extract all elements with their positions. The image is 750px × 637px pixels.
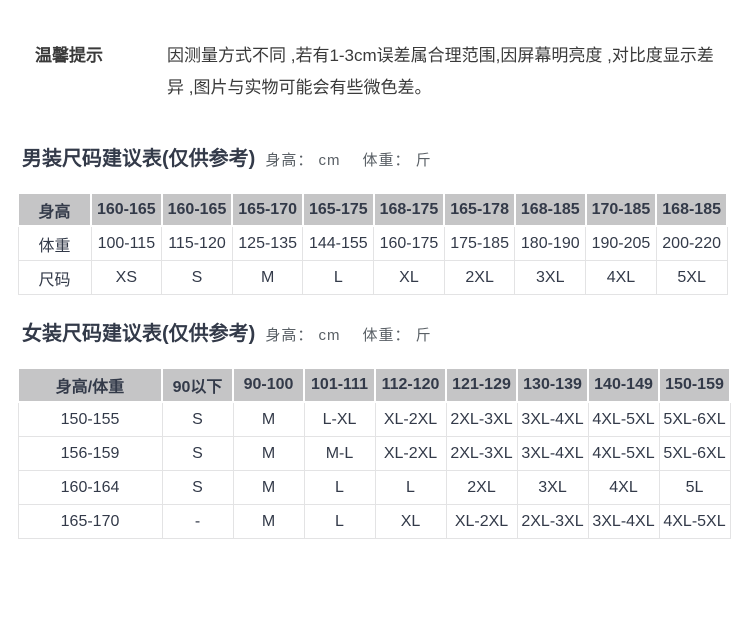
men-size-units: 身高： cm 体重： 斤 [265,152,431,169]
size-value-cell: 3XL [516,470,589,505]
column-header-cell: 168-185 [655,192,728,227]
header-label-cell: 身高/体重 [17,367,163,403]
size-value-cell: XL-2XL [374,401,447,437]
size-value-cell: S [161,260,233,295]
men-size-title: 男装尺码建议表(仅供参考) 身高： cm 体重： 斤 [22,144,750,176]
size-value-cell: 4XL [585,260,657,295]
size-value-cell: S [161,436,234,471]
notice-text: 因测量方式不同 ,若有1-3cm误差属合理范围,因屏幕明亮度 ,对比度显示差异 … [167,46,714,97]
size-value-cell: L [374,470,447,505]
table-row: 160-164 S M L L 2XL 3XL 4XL 5L [17,470,731,505]
row-label-cell: 160-164 [17,470,163,505]
table-row: 150-155 S M L-XL XL-2XL 2XL-3XL 3XL-4XL 4XL-5XL… [17,401,731,437]
size-value-cell: M [232,401,305,437]
column-header-cell: 160-165 [90,192,163,227]
header-label-cell: 身高 [17,192,92,227]
row-label-cell: 165-170 [17,504,163,539]
men-size-table: 身高 160-165 160-165 165-170 165-175 168-175 165… [17,192,728,295]
size-value-cell: 2XL-3XL [516,504,589,539]
women-size-units: 身高： cm 体重： 斤 [265,327,431,344]
size-value-cell: XL [374,504,447,539]
row-label-cell: 体重 [17,225,92,261]
size-value-cell: 125-135 [231,225,304,261]
column-header-cell: 140-149 [587,367,660,403]
size-value-cell: M-L [303,436,376,471]
column-header-cell: 150-159 [658,367,731,403]
table-row: 165-170- M L XL XL-2XL 2XL-3XL 3XL-4XL 4XL-5XL [17,504,731,539]
size-value-cell: XL [373,260,445,295]
column-header-cell: 101-111 [303,367,376,403]
size-value-cell: 4XL-5XL [658,504,731,539]
column-header-cell: 168-185 [513,192,587,227]
notice-section: 温馨提示 因测量方式不同 ,若有1-3cm误差属合理范围,因屏幕明亮度 ,对比度… [35,40,720,104]
size-value-cell: 4XL-5XL [587,401,660,437]
size-value-cell: 3XL-4XL [516,436,589,471]
column-header-cell: 168-175 [372,192,446,227]
size-value-cell: 4XL-5XL [587,436,660,471]
size-value-cell: 115-120 [161,225,233,261]
column-header-cell: 112-120 [374,367,447,403]
column-header-cell: 121-129 [445,367,518,403]
table-row: 156-159 S M M-L XL-2XL 2XL-3XL 3XL-4XL 4XL-5XL 5… [17,436,731,471]
size-value-cell: 5XL-6XL [658,436,731,471]
size-value-cell: 3XL [514,260,587,295]
height-unit-label: 身高： cm [265,152,341,169]
men-size-title-text: 男装尺码建议表(仅供参考) [22,148,256,170]
notice-label: 温馨提示 [35,46,103,65]
women-size-title: 女装尺码建议表(仅供参考) 身高： cm 体重： 斤 [22,319,750,351]
column-header-cell: 165-175 [301,192,375,227]
column-header-cell: 165-170 [231,192,304,227]
column-header-cell: 90以下 [161,367,234,403]
size-value-cell: 2XL [445,470,518,505]
size-value-cell: M [232,436,305,471]
size-value-cell: 200-220 [655,225,728,261]
column-header-cell: 90-100 [232,367,305,403]
size-value-cell: 4XL [587,470,660,505]
size-value-cell: 3XL-4XL [587,504,660,539]
size-value-cell: M [231,260,304,295]
size-value-cell: 5XL-6XL [658,401,731,437]
size-value-cell: 160-175 [373,225,445,261]
size-value-cell: S [161,470,234,505]
table-row: 尺码 XS S M L XL 2XL 3XL 4XL 5XL [17,260,728,295]
weight-unit-label: 体重： 斤 [362,327,432,344]
size-value-cell: L [303,504,376,539]
size-value-cell: 190-205 [585,225,657,261]
height-unit-label: 身高： cm [265,327,341,344]
women-size-title-text: 女装尺码建议表(仅供参考) [22,323,256,345]
row-label-cell: 150-155 [17,401,163,437]
table-header-row: 身高 160-165 160-165 165-170 165-175 168-175 165… [17,192,728,227]
size-value-cell: 2XL [443,260,516,295]
weight-unit-label: 体重： 斤 [362,152,432,169]
size-value-cell: 180-190 [514,225,587,261]
size-value-cell: 2XL-3XL [445,401,518,437]
size-value-cell: 144-155 [302,225,375,261]
size-value-cell: M [232,470,305,505]
size-value-cell: M [232,504,305,539]
size-value-cell: - [161,504,234,539]
size-value-cell: S [161,401,234,437]
row-label-cell: 尺码 [17,260,92,295]
size-value-cell: 100-115 [90,225,163,261]
column-header-cell: 160-165 [160,192,234,227]
column-header-cell: 170-185 [584,192,658,227]
size-value-cell: L [303,470,376,505]
column-header-cell: 130-139 [516,367,589,403]
size-value-cell: 175-185 [443,225,516,261]
size-value-cell: 5XL [655,260,728,295]
size-value-cell: L [302,260,375,295]
table-header-row: 身高/体重 90以下 90-100 101-111 112-120 121-129 130-… [17,367,731,403]
size-value-cell: XS [90,260,163,295]
size-value-cell: 2XL-3XL [445,436,518,471]
size-value-cell: XL-2XL [374,436,447,471]
size-value-cell: XL-2XL [445,504,518,539]
size-value-cell: L-XL [303,401,376,437]
column-header-cell: 165-178 [443,192,516,227]
size-value-cell: 3XL-4XL [516,401,589,437]
row-label-cell: 156-159 [17,436,163,471]
table-row: 体重 100-115 115-120 125-135 144-155 160-175 175… [17,225,728,261]
women-size-table: 身高/体重 90以下 90-100 101-111 112-120 121-129 130-… [17,367,731,539]
size-value-cell: 5L [658,470,731,505]
